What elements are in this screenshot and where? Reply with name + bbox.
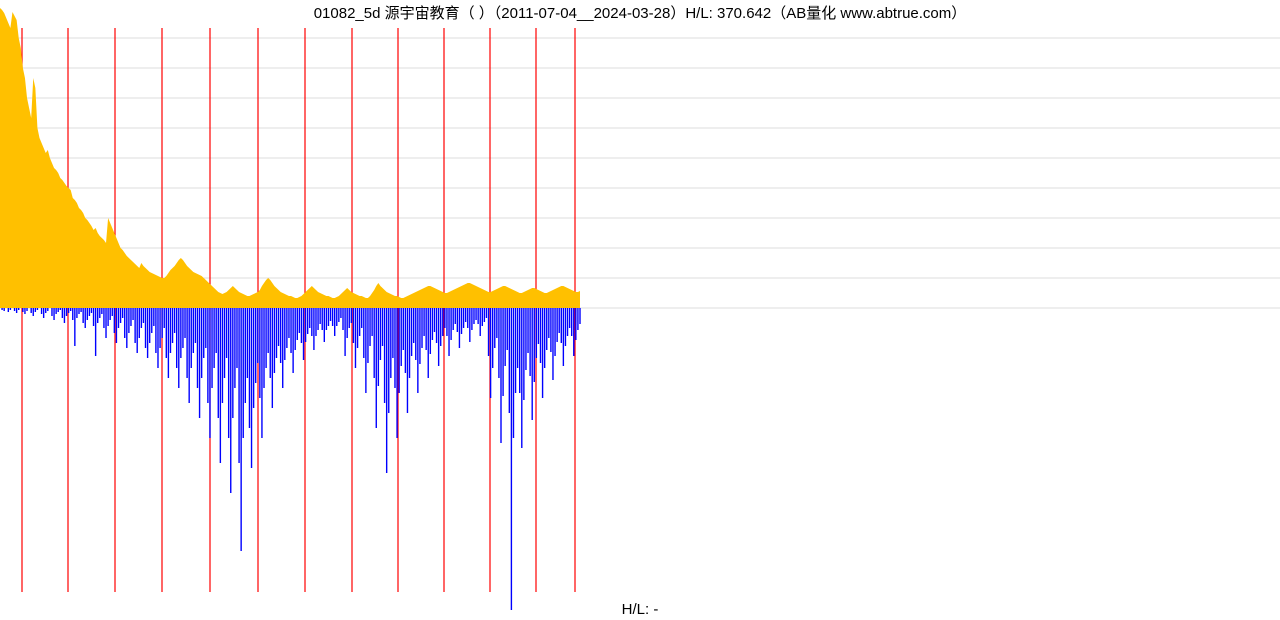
chart-title: 01082_5d 源宇宙教育（ ）（2011-07-04__2024-03-28… [0,2,1280,23]
stock-chart: 01082_5d 源宇宙教育（ ）（2011-07-04__2024-03-28… [0,0,1280,620]
chart-svg [0,0,1280,620]
chart-footer: H/L: - [0,601,1280,618]
